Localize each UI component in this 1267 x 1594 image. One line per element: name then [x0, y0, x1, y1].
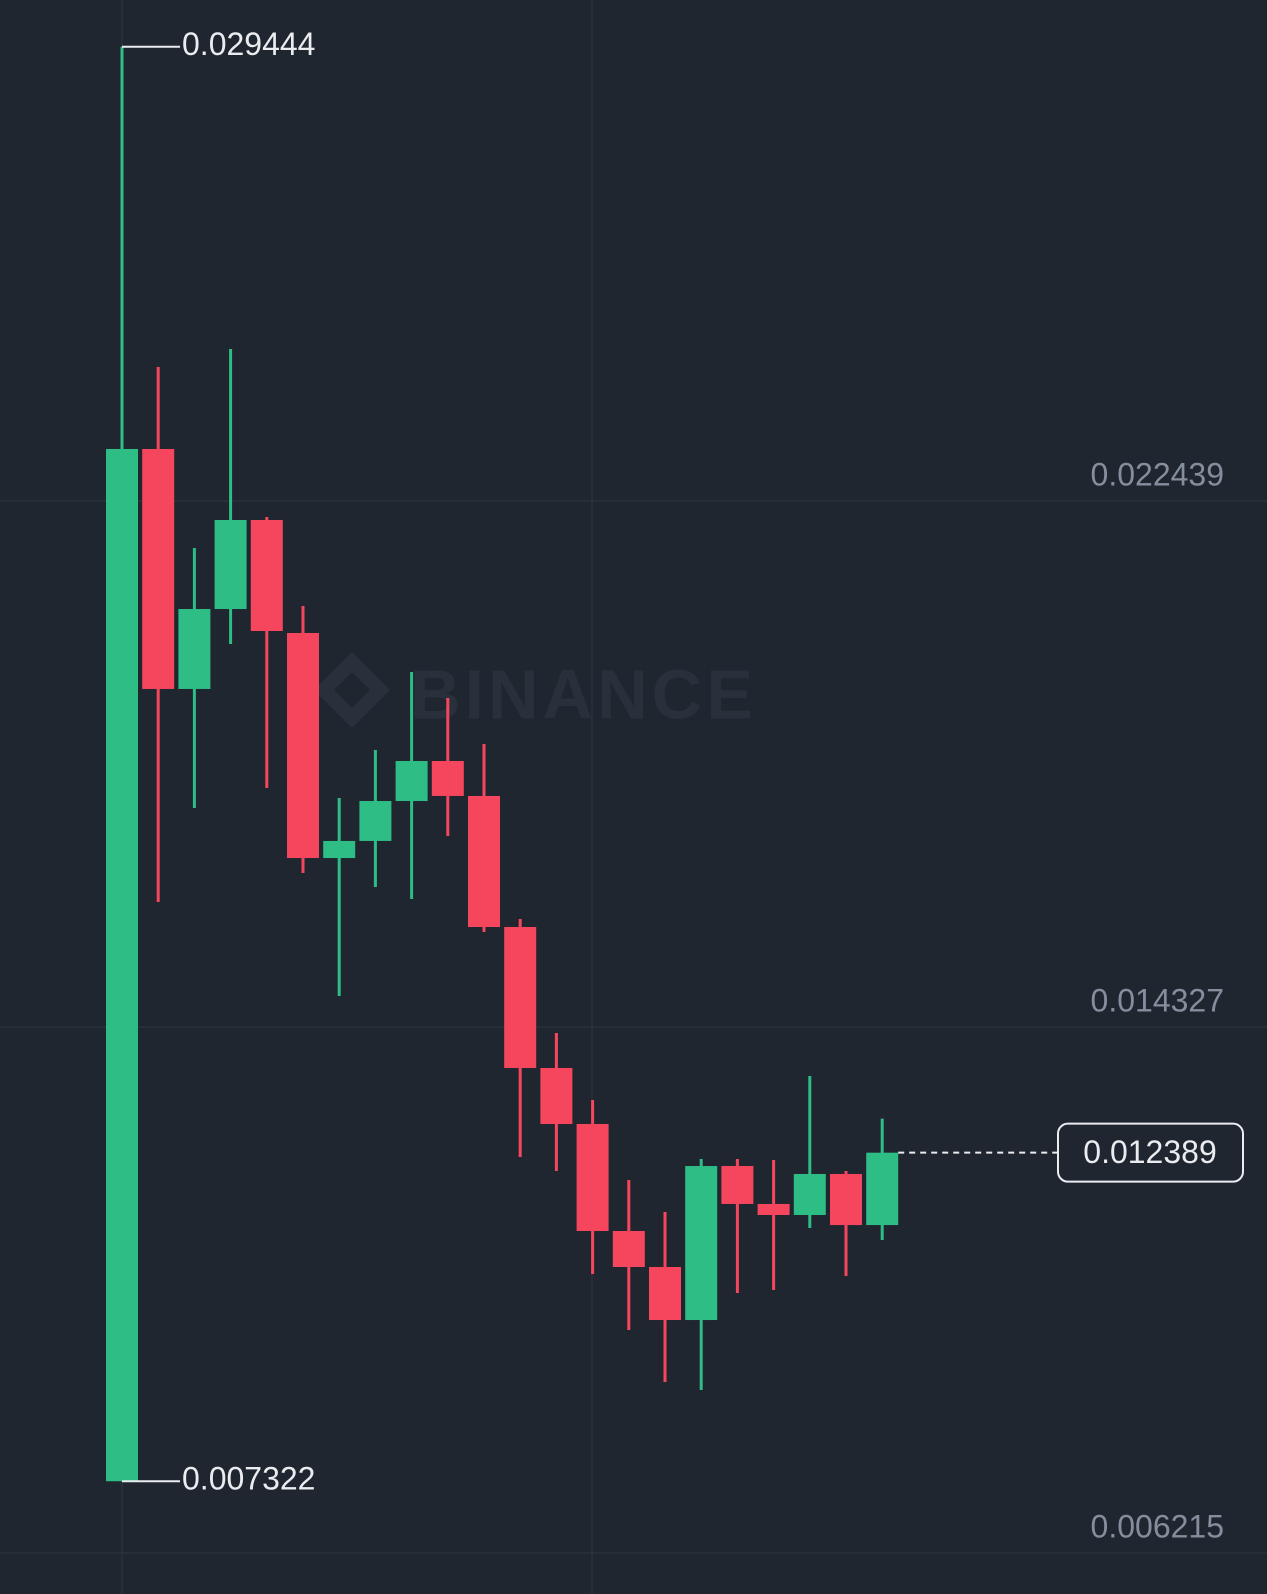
watermark-logo: [314, 652, 390, 728]
low-marker-label: 0.007322: [182, 1461, 315, 1497]
candle-body: [685, 1166, 718, 1321]
candle-body: [540, 1067, 573, 1125]
candle-body: [395, 761, 428, 802]
candle-body: [866, 1152, 899, 1226]
candle-body: [793, 1174, 826, 1215]
candle-body: [106, 448, 138, 1482]
watermark-text: BINANCE: [410, 655, 757, 733]
candle-body: [178, 609, 211, 689]
candle-body: [649, 1266, 681, 1321]
last-price-box: [1057, 1122, 1244, 1183]
y-tick-label: 0.022439: [1091, 456, 1224, 492]
candle-body: [142, 448, 175, 689]
watermark: BINANCE: [314, 652, 757, 733]
candle-body: [504, 927, 537, 1068]
high-marker-label: 0.029444: [182, 26, 315, 62]
candle-body: [468, 795, 500, 928]
y-tick-label: 0.006215: [1091, 1508, 1224, 1544]
candle-body: [250, 519, 283, 631]
last-price-label: 0.012389: [1083, 1134, 1216, 1170]
y-tick-label: 0.014327: [1091, 982, 1224, 1018]
candle-body: [721, 1166, 754, 1204]
candle-body: [830, 1174, 862, 1226]
candle-body: [757, 1203, 790, 1215]
candle-body: [431, 761, 464, 796]
candle-body: [214, 519, 247, 610]
candle-body: [359, 801, 392, 841]
candle-body: [612, 1231, 645, 1267]
candle-body: [287, 633, 319, 859]
candle-body: [576, 1124, 609, 1232]
candle-body: [323, 840, 356, 859]
